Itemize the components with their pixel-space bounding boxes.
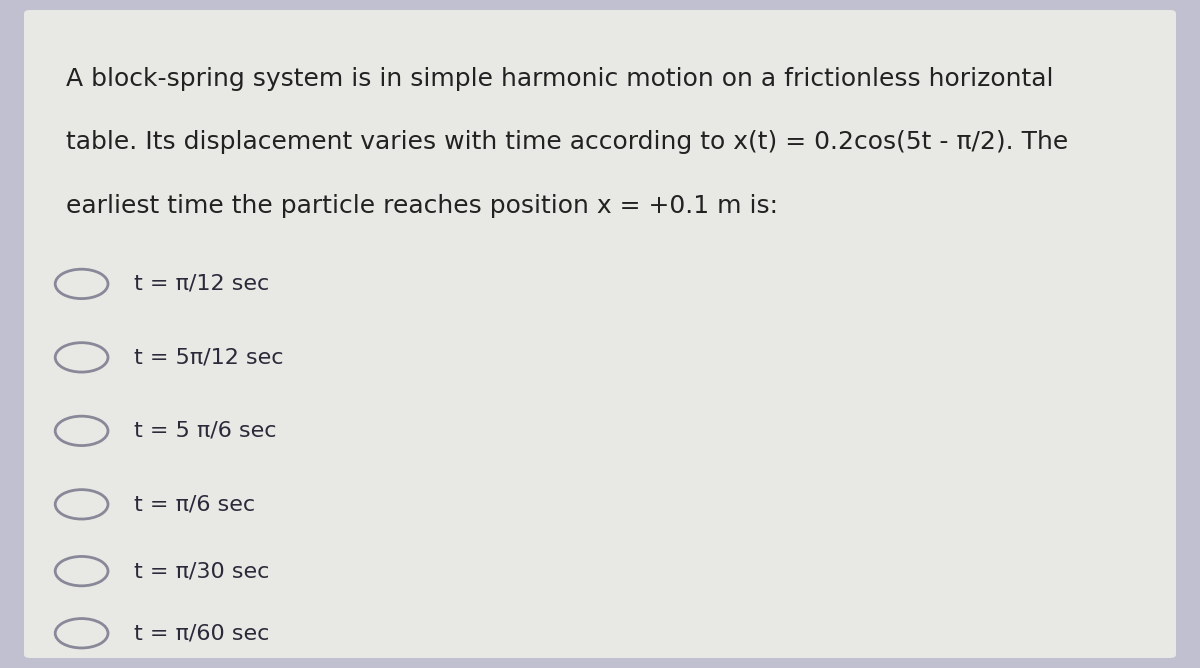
Text: t = π/6 sec: t = π/6 sec: [134, 494, 256, 514]
FancyBboxPatch shape: [24, 10, 1176, 658]
Text: table. Its displacement varies with time according to x(t) = 0.2cos(5t - π/2). T: table. Its displacement varies with time…: [66, 130, 1068, 154]
Text: t = 5 π/6 sec: t = 5 π/6 sec: [134, 421, 277, 441]
Text: t = π/30 sec: t = π/30 sec: [134, 561, 270, 581]
Text: A block-spring system is in simple harmonic motion on a frictionless horizontal: A block-spring system is in simple harmo…: [66, 67, 1054, 91]
Text: t = 5π/12 sec: t = 5π/12 sec: [134, 347, 284, 367]
Text: t = π/12 sec: t = π/12 sec: [134, 274, 270, 294]
Text: t = π/60 sec: t = π/60 sec: [134, 623, 270, 643]
Text: earliest time the particle reaches position x = +0.1 m is:: earliest time the particle reaches posit…: [66, 194, 778, 218]
